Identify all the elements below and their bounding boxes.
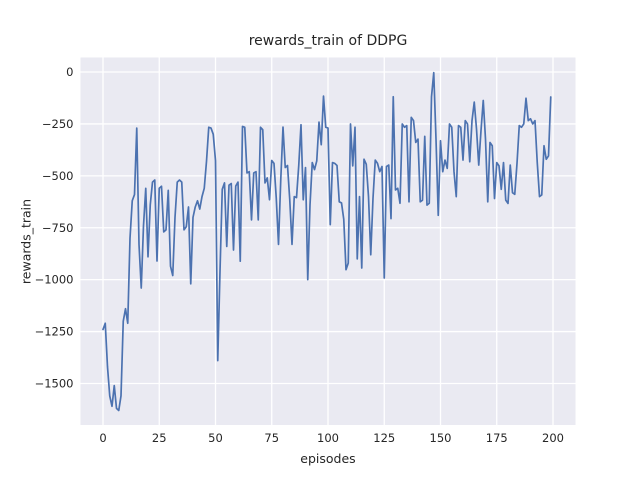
y-tick-label: −1250: [35, 325, 74, 339]
x-tick-label: 175: [486, 431, 508, 445]
x-tick-label: 50: [208, 431, 223, 445]
y-tick-label: −1000: [35, 273, 74, 287]
series-line-rewards_train: [102, 71, 552, 412]
y-tick-labels: 0 −250 −500 −750 −1000 −1250 −1500: [35, 65, 74, 390]
x-tick-labels: 0 25 50 75 100 125 150 175 200: [99, 431, 564, 445]
x-tick-label: 200: [542, 431, 564, 445]
chart-title: rewards_train of DDPG: [248, 33, 408, 49]
x-tick-label: 150: [430, 431, 452, 445]
y-tick-label: 0: [66, 65, 73, 79]
x-tick-label: 125: [373, 431, 395, 445]
x-tick-label: 100: [317, 431, 339, 445]
gridlines: [80, 57, 576, 425]
y-axis-label: rewards_train: [18, 198, 34, 285]
x-tick-label: 0: [99, 431, 106, 445]
x-tick-label: 25: [152, 431, 167, 445]
reward-line-series: [102, 71, 552, 412]
y-tick-label: −500: [42, 169, 74, 183]
x-tick-label: 75: [264, 431, 279, 445]
y-tick-label: −1500: [35, 376, 74, 390]
x-axis-label: episodes: [300, 451, 356, 466]
y-tick-label: −250: [42, 117, 74, 131]
y-tick-label: −750: [42, 221, 74, 235]
